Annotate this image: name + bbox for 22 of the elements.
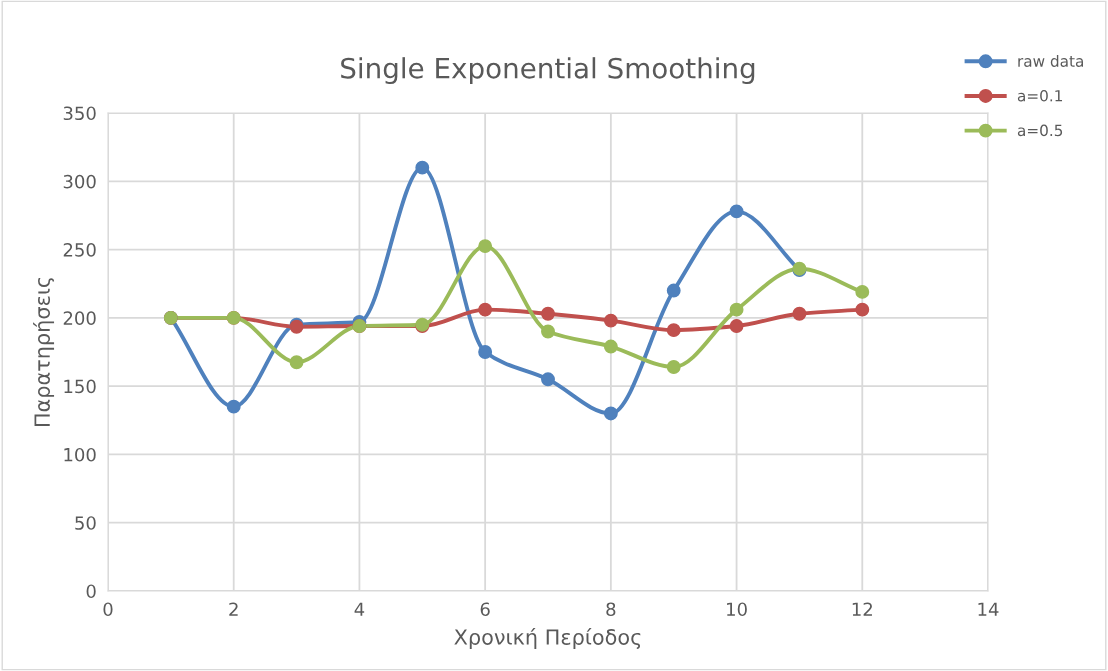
- legend-label: a=0.1: [1017, 89, 1063, 102]
- x-axis-title: Χρονική Περίοδος: [454, 627, 641, 649]
- y-tick-label: 250: [63, 243, 96, 257]
- chart-title: Single Exponential Smoothing: [341, 57, 755, 85]
- x-tick-label: 6: [480, 602, 490, 617]
- y-tick-label: 100: [64, 447, 96, 462]
- y-tick-label: 200: [63, 311, 96, 325]
- x-tick-label: 10: [727, 602, 747, 617]
- y-axis-title: Παρατηρήσεις: [33, 277, 55, 427]
- x-tick-label: 14: [978, 602, 999, 616]
- y-tick-label: 300: [63, 174, 96, 189]
- legend-label: raw data: [1018, 55, 1083, 67]
- x-tick-label: 4: [354, 602, 365, 616]
- y-tick-label: 150: [64, 379, 96, 394]
- y-tick-label: 50: [75, 516, 96, 530]
- y-tick-label: 0: [86, 584, 96, 599]
- y-tick-label: 350: [63, 106, 96, 121]
- legend-label: a=0.5: [1017, 124, 1063, 137]
- x-tick-label: 2: [229, 602, 238, 616]
- x-tick-label: 0: [103, 602, 113, 617]
- x-tick-label: 12: [852, 602, 872, 616]
- x-tick-label: 8: [606, 602, 616, 617]
